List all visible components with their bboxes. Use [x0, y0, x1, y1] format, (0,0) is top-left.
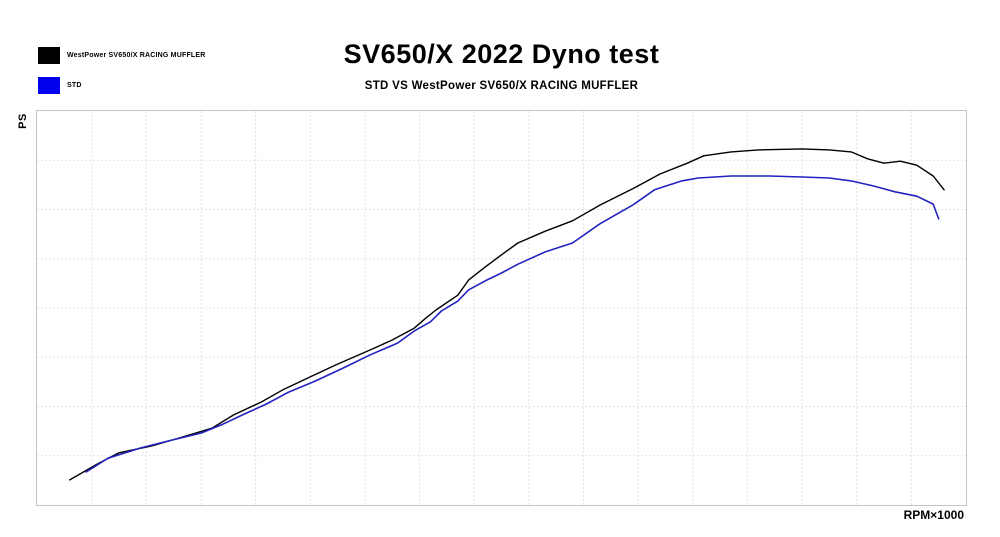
- y-axis-title: PS: [17, 113, 29, 129]
- legend-label-westpower: WestPower SV650/X RACING MUFFLER: [67, 52, 206, 59]
- x-axis-title: RPM×1000: [903, 508, 964, 522]
- chart-title: SV650/X 2022 Dyno test: [343, 39, 660, 69]
- legend-item-std: STD: [38, 77, 206, 94]
- plot-area: [36, 110, 967, 506]
- legend-label-std: STD: [67, 82, 82, 89]
- legend: WestPower SV650/X RACING MUFFLER STD: [38, 47, 206, 107]
- legend-swatch-westpower: [38, 47, 60, 64]
- chart-subtitle: STD VS WestPower SV650/X RACING MUFFLER: [364, 80, 639, 92]
- legend-item-westpower: WestPower SV650/X RACING MUFFLER: [38, 47, 206, 64]
- dyno-line-chart: [37, 111, 966, 505]
- legend-swatch-std: [38, 77, 60, 94]
- series-line-std: [85, 175, 940, 473]
- series-line-westpower: [69, 148, 945, 481]
